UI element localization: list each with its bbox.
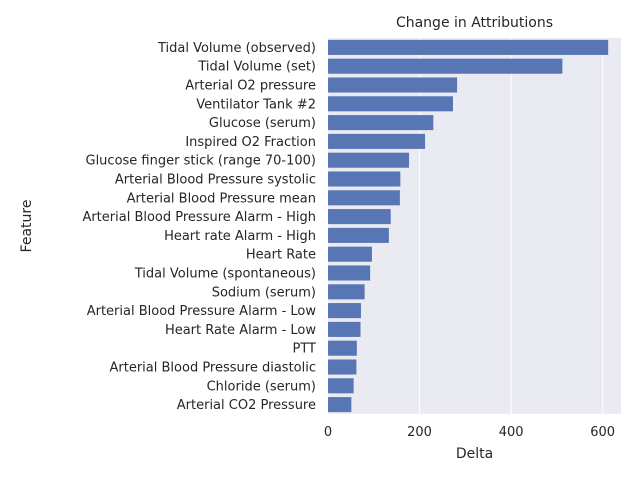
x-axis-label: Delta xyxy=(456,446,493,462)
y-tick-label: Arterial O2 pressure xyxy=(185,79,316,94)
y-tick-label: Tidal Volume (observed) xyxy=(157,41,316,56)
bar xyxy=(328,284,365,300)
bar xyxy=(328,171,401,187)
bars xyxy=(328,39,609,413)
bar xyxy=(328,133,426,149)
y-tick-label: Glucose finger stick (range 70-100) xyxy=(86,154,317,169)
x-tick-label: 600 xyxy=(590,425,615,440)
y-tick-label: Arterial Blood Pressure Alarm - High xyxy=(82,210,316,225)
bar xyxy=(328,340,357,356)
bar xyxy=(328,190,400,206)
y-tick-label: Tidal Volume (spontaneous) xyxy=(134,267,316,282)
y-tick-label: Chloride (serum) xyxy=(207,379,316,394)
bar xyxy=(328,209,391,225)
y-tick-label: Heart rate Alarm - High xyxy=(164,229,316,244)
y-tick-label: Heart Rate xyxy=(246,248,316,263)
x-tick-label: 0 xyxy=(324,425,332,440)
y-tick-label: Glucose (serum) xyxy=(209,116,316,131)
y-tick-label: Sodium (serum) xyxy=(212,285,316,300)
bar xyxy=(328,96,453,112)
y-tick-label: Tidal Volume (set) xyxy=(197,60,316,75)
bar xyxy=(328,227,389,243)
y-tick-labels: Tidal Volume (observed) Tidal Volume (set… xyxy=(82,41,316,413)
y-tick-label: Heart Rate Alarm - Low xyxy=(165,323,316,338)
bar xyxy=(328,397,352,413)
bar xyxy=(328,378,354,394)
bar xyxy=(328,303,361,319)
bar xyxy=(328,359,357,375)
bar xyxy=(328,115,434,131)
bar xyxy=(328,265,371,281)
y-tick-label: Inspired O2 Fraction xyxy=(185,135,316,150)
y-tick-label: Arterial CO2 Pressure xyxy=(177,398,316,413)
y-axis-label: Feature xyxy=(19,200,35,253)
bar xyxy=(328,321,361,337)
y-tick-label: PTT xyxy=(293,342,317,357)
bar xyxy=(328,246,372,262)
x-tick-label: 200 xyxy=(407,425,432,440)
bar xyxy=(328,152,410,168)
x-tick-label: 400 xyxy=(499,425,524,440)
bar xyxy=(328,77,458,93)
bar xyxy=(328,58,563,74)
y-tick-label: Arterial Blood Pressure Alarm - Low xyxy=(87,304,317,319)
y-tick-label: Ventilator Tank #2 xyxy=(196,97,316,112)
x-tick-labels: 0 200 400 600 xyxy=(324,425,615,440)
bar xyxy=(328,39,609,55)
plot-background xyxy=(328,38,621,414)
y-tick-label: Arterial Blood Pressure diastolic xyxy=(110,361,317,376)
chart-title: Change in Attributions xyxy=(396,15,553,31)
y-tick-label: Arterial Blood Pressure systolic xyxy=(115,173,316,188)
y-tick-label: Arterial Blood Pressure mean xyxy=(127,191,316,206)
